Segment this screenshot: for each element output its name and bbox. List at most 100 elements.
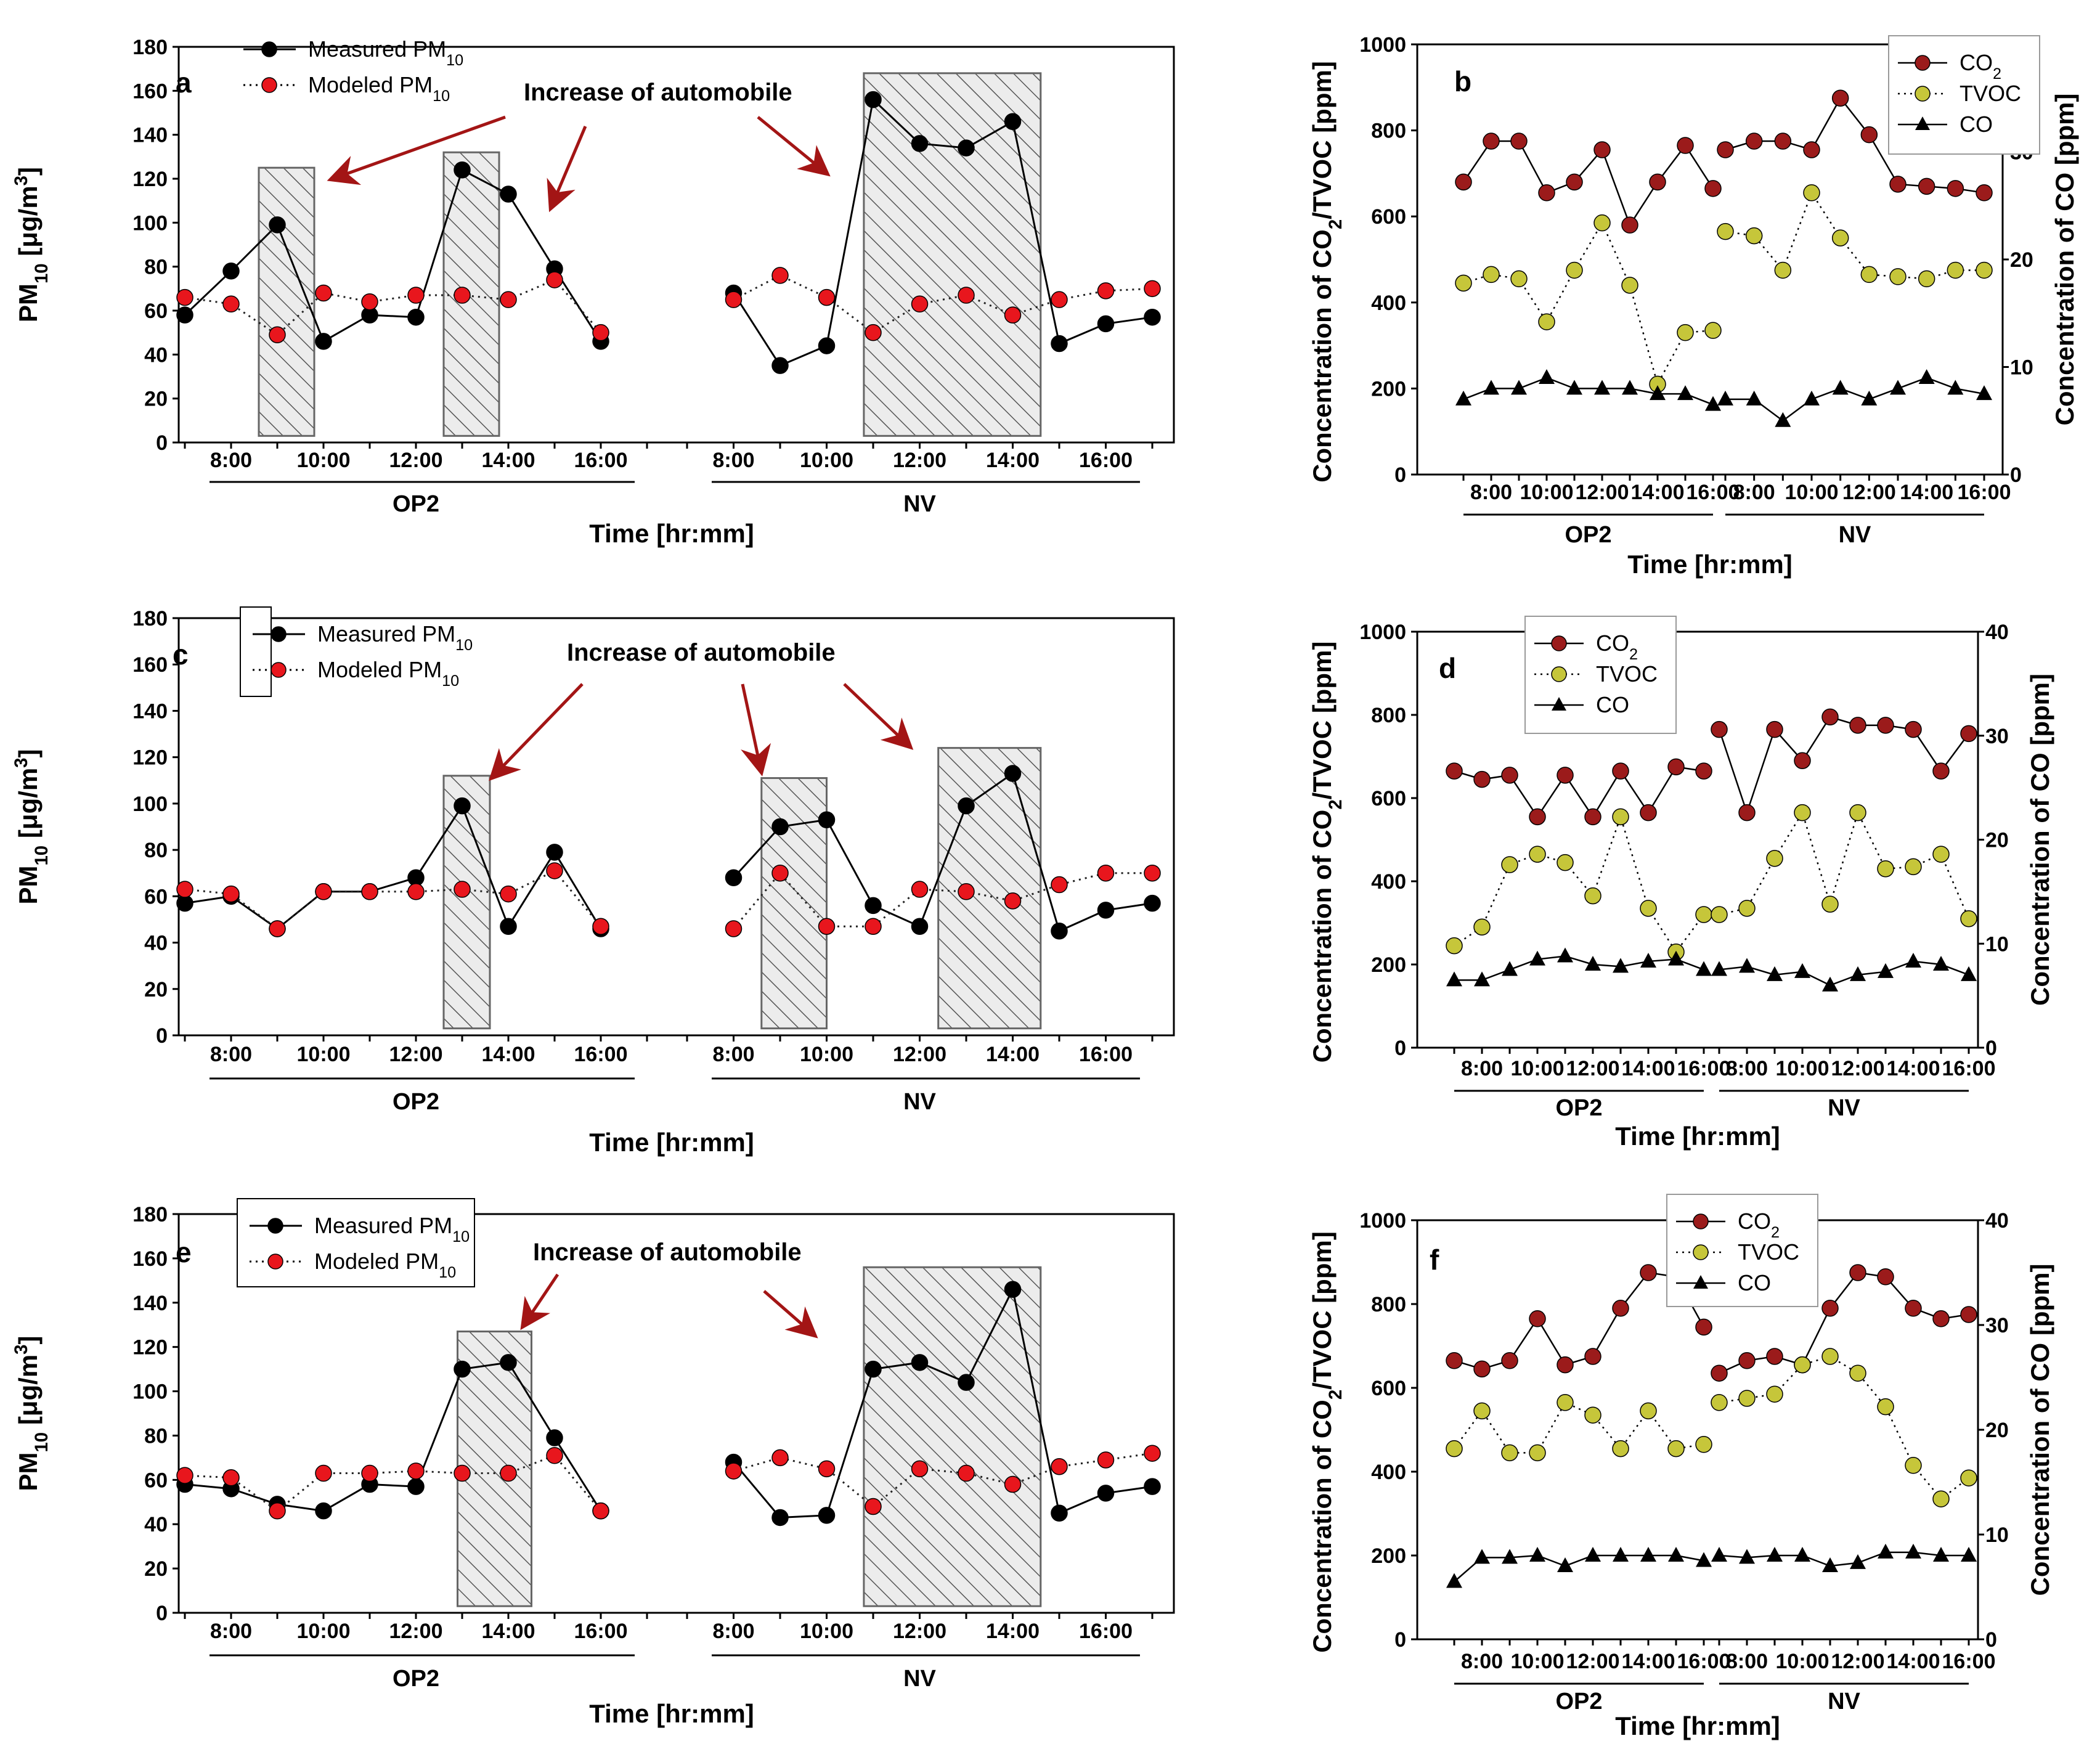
co-point bbox=[1890, 380, 1906, 395]
co-point bbox=[1804, 390, 1820, 406]
x-tick-label: 16:00 bbox=[1687, 481, 1740, 504]
modeled-point bbox=[315, 883, 332, 900]
co2-point bbox=[1766, 720, 1783, 738]
measured-point bbox=[454, 797, 471, 815]
x-tick-label: 14:00 bbox=[482, 449, 535, 472]
co2-point bbox=[1717, 141, 1734, 158]
y-tick-label: 120 bbox=[132, 1336, 168, 1360]
modeled-point bbox=[222, 1469, 240, 1486]
x-tick-label: 16:00 bbox=[574, 1043, 628, 1066]
panel-letter: e bbox=[176, 1236, 192, 1268]
y-tick-label: 100 bbox=[132, 793, 168, 816]
measured-point bbox=[454, 1360, 471, 1378]
highlight-box bbox=[863, 72, 1042, 437]
tvoc-point bbox=[1677, 324, 1694, 341]
y-right-tick-label: 30 bbox=[1985, 1314, 2009, 1337]
co2-point bbox=[1510, 132, 1528, 150]
legend-label: CO2 bbox=[1960, 50, 2001, 83]
tvoc-point bbox=[1860, 266, 1878, 283]
measured-point bbox=[818, 1507, 836, 1524]
y-axis-label: Concentration of CO2/TVOC [ppm] bbox=[1308, 642, 1346, 1063]
x-tick-label: 10:00 bbox=[800, 1620, 853, 1643]
co-line-op2 bbox=[1454, 1554, 1704, 1583]
y-tick-label: 140 bbox=[132, 1292, 168, 1315]
legend-marker bbox=[271, 626, 287, 642]
annotation-text: Increase of automobile bbox=[533, 1239, 802, 1266]
y-tick-label: 40 bbox=[144, 343, 168, 367]
tvoc-point bbox=[1960, 1469, 1977, 1486]
co-point bbox=[1474, 971, 1490, 987]
co2-line-nv bbox=[1718, 716, 1970, 815]
co2-point bbox=[1483, 132, 1500, 150]
legend-box bbox=[1666, 1194, 1818, 1307]
x-tick-label: 8:00 bbox=[210, 449, 252, 472]
co2-point bbox=[1932, 1310, 1950, 1327]
modeled-point bbox=[454, 287, 471, 304]
y-tick-label: 60 bbox=[144, 300, 168, 323]
modeled-point bbox=[1144, 280, 1161, 298]
co2-point bbox=[1446, 1352, 1463, 1369]
y-right-tick-label: 10 bbox=[1985, 932, 2009, 956]
legend-marker bbox=[1551, 635, 1567, 651]
tvoc-point bbox=[1766, 850, 1783, 867]
y-tick-label: 40 bbox=[144, 1513, 168, 1536]
tvoc-point bbox=[1905, 1457, 1922, 1474]
tvoc-point bbox=[1976, 261, 1993, 279]
co-point bbox=[1613, 958, 1629, 973]
modeled-point bbox=[771, 864, 789, 882]
measured-line-nv bbox=[733, 1286, 1153, 1519]
modeled-point bbox=[269, 1502, 286, 1520]
co-point bbox=[1539, 369, 1555, 384]
modeled-point bbox=[546, 1447, 563, 1464]
x-tick-label: 16:00 bbox=[574, 1620, 628, 1643]
legend-label: CO bbox=[1960, 112, 1993, 137]
measured-point bbox=[407, 308, 425, 326]
x-tick-label: 16:00 bbox=[1942, 1650, 1996, 1673]
co2-point bbox=[1473, 770, 1491, 788]
tvoc-point bbox=[1803, 184, 1820, 202]
annotation-arrow bbox=[741, 683, 771, 777]
modeled-point bbox=[546, 862, 563, 879]
measured-point bbox=[771, 1509, 789, 1527]
x-tick-label: 16:00 bbox=[574, 449, 628, 472]
co-point bbox=[1529, 950, 1545, 966]
measured-line-op2 bbox=[184, 1361, 602, 1512]
co-point bbox=[1585, 956, 1601, 971]
x-tick-label: 14:00 bbox=[986, 1043, 1040, 1066]
modeled-point bbox=[818, 288, 836, 306]
tvoc-point bbox=[1621, 277, 1638, 294]
tvoc-point bbox=[1877, 1398, 1894, 1416]
measured-point bbox=[1144, 894, 1161, 912]
y-tick-label: 600 bbox=[1371, 787, 1406, 810]
co-point bbox=[1933, 1547, 1949, 1562]
co2-point bbox=[1501, 767, 1518, 784]
annotation-text: Increase of automobile bbox=[524, 79, 792, 106]
tvoc-point bbox=[1821, 895, 1839, 913]
co-point bbox=[1905, 1543, 1921, 1559]
highlight-box bbox=[258, 166, 315, 437]
x-tick-label: 8:00 bbox=[1470, 481, 1512, 504]
group-label-nv: NV bbox=[903, 491, 936, 517]
co-point bbox=[1502, 961, 1518, 976]
x-tick-label: 14:00 bbox=[986, 449, 1040, 472]
tvoc-point bbox=[1446, 937, 1463, 955]
y-tick-label: 60 bbox=[144, 885, 168, 908]
y-axis-label: Concentration of CO2/TVOC [ppm] bbox=[1308, 1231, 1346, 1653]
group-label-nv: NV bbox=[1828, 1689, 1860, 1714]
co2-point bbox=[1557, 1356, 1574, 1374]
measured-point bbox=[454, 161, 471, 179]
co-line-nv bbox=[1719, 1551, 1969, 1567]
annotation-arrow bbox=[520, 1273, 560, 1331]
modeled-line-nv bbox=[733, 871, 1152, 929]
legend-label: CO bbox=[1596, 692, 1629, 717]
co-point bbox=[1502, 1549, 1518, 1564]
x-tick-label: 10:00 bbox=[1776, 1650, 1829, 1673]
co-point bbox=[1976, 385, 1992, 401]
co2-point bbox=[1745, 132, 1763, 150]
highlight-box bbox=[442, 151, 500, 437]
tvoc-point bbox=[1483, 266, 1500, 283]
tvoc-point bbox=[1501, 1444, 1518, 1462]
modeled-point bbox=[454, 881, 471, 898]
co2-point bbox=[1593, 141, 1611, 158]
co2-point bbox=[1860, 126, 1878, 144]
